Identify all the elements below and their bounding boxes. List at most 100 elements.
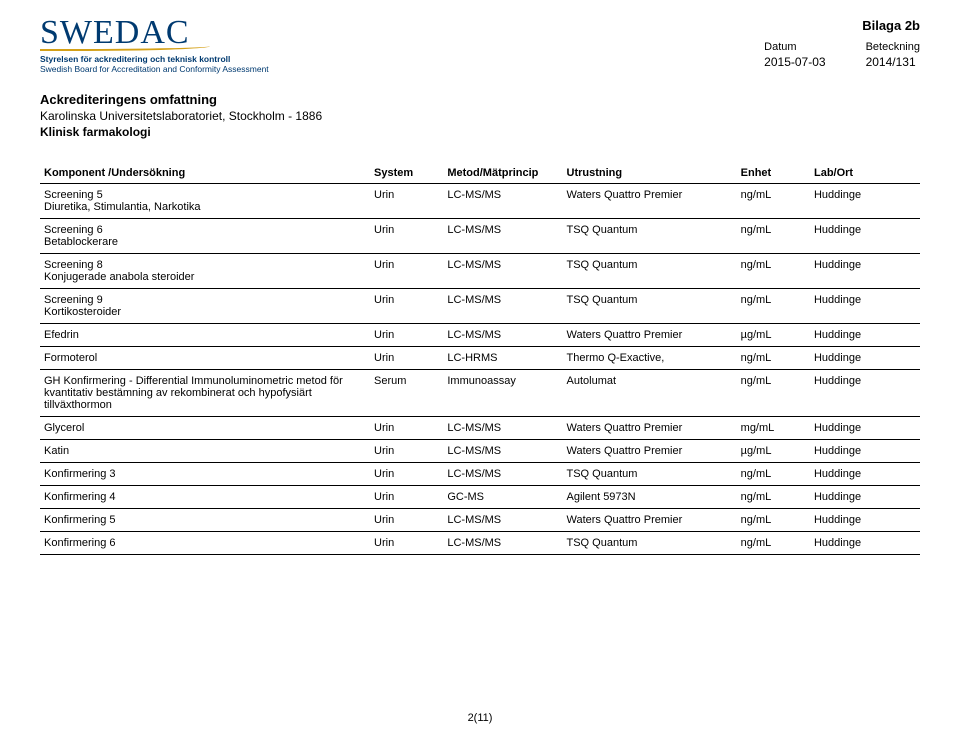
- komponent-name: Glycerol: [44, 422, 84, 434]
- cell-labort: Huddinge: [810, 439, 920, 462]
- col-header-labort: Lab/Ort: [810, 163, 920, 184]
- beteckning-label: Beteckning: [866, 41, 920, 53]
- table-row: EfedrinUrinLC-MS/MSWaters Quattro Premie…: [40, 323, 920, 346]
- cell-system: Urin: [370, 416, 443, 439]
- cell-komponent: GH Konfirmering - Differential Immunolum…: [40, 369, 370, 416]
- cell-komponent: Formoterol: [40, 346, 370, 369]
- beteckning-value: 2014/131: [866, 55, 920, 69]
- cell-utrustning: TSQ Quantum: [563, 253, 737, 288]
- cell-labort: Huddinge: [810, 485, 920, 508]
- cell-system: Urin: [370, 253, 443, 288]
- table-body: Screening 5Diuretika, Stimulantia, Narko…: [40, 183, 920, 554]
- cell-system: Urin: [370, 439, 443, 462]
- cell-metod: LC-MS/MS: [443, 253, 562, 288]
- komponent-name: Efedrin: [44, 329, 79, 341]
- table-row: FormoterolUrinLC-HRMSThermo Q-Exactive,n…: [40, 346, 920, 369]
- cell-enhet: ng/mL: [737, 346, 810, 369]
- cell-utrustning: TSQ Quantum: [563, 288, 737, 323]
- table-row: Glycerol UrinLC-MS/MSWaters Quattro Premi…: [40, 416, 920, 439]
- cell-komponent: Konfirmering 5: [40, 508, 370, 531]
- cell-system: Urin: [370, 485, 443, 508]
- cell-metod: LC-MS/MS: [443, 531, 562, 554]
- cell-enhet: ng/mL: [737, 462, 810, 485]
- logo-block: SWEDAC Styrelsen för ackreditering och t…: [40, 18, 269, 74]
- komponent-sub: Konjugerade anabola steroider: [44, 271, 364, 283]
- komponent-sub: Betablockerare: [44, 236, 364, 248]
- cell-system: Urin: [370, 346, 443, 369]
- col-header-utrustning: Utrustning: [563, 163, 737, 184]
- table-row: Konfirmering 6UrinLC-MS/MSTSQ Quantumng/…: [40, 531, 920, 554]
- cell-utrustning: TSQ Quantum: [563, 531, 737, 554]
- cell-utrustning: Waters Quattro Premier: [563, 323, 737, 346]
- table-row: Konfirmering 4UrinGC-MSAgilent 5973Nng/m…: [40, 485, 920, 508]
- cell-labort: Huddinge: [810, 508, 920, 531]
- doc-subtitle-2: Klinisk farmakologi: [40, 125, 920, 139]
- cell-labort: Huddinge: [810, 323, 920, 346]
- cell-enhet: µg/mL: [737, 323, 810, 346]
- cell-komponent: Screening 6Betablockerare: [40, 218, 370, 253]
- komponent-sub: Diuretika, Stimulantia, Narkotika: [44, 201, 364, 213]
- cell-metod: LC-MS/MS: [443, 218, 562, 253]
- cell-system: Urin: [370, 531, 443, 554]
- komponent-name: Screening 6: [44, 224, 103, 236]
- cell-utrustning: Waters Quattro Premier: [563, 183, 737, 218]
- cell-utrustning: Waters Quattro Premier: [563, 416, 737, 439]
- cell-system: Urin: [370, 183, 443, 218]
- cell-enhet: ng/mL: [737, 218, 810, 253]
- cell-komponent: Screening 5Diuretika, Stimulantia, Narko…: [40, 183, 370, 218]
- table-head: Komponent /Undersökning System Metod/Mät…: [40, 163, 920, 184]
- cell-metod: LC-MS/MS: [443, 183, 562, 218]
- cell-labort: Huddinge: [810, 183, 920, 218]
- komponent-name: GH Konfirmering - Differential Immunolum…: [44, 375, 343, 411]
- cell-utrustning: TSQ Quantum: [563, 218, 737, 253]
- col-header-metod: Metod/Mätprincip: [443, 163, 562, 184]
- cell-metod: LC-HRMS: [443, 346, 562, 369]
- logo-tagline-2: Swedish Board for Accreditation and Conf…: [40, 64, 269, 74]
- table-row: Screening 5Diuretika, Stimulantia, Narko…: [40, 183, 920, 218]
- cell-metod: LC-MS/MS: [443, 416, 562, 439]
- datum-col: Datum 2015-07-03: [764, 41, 825, 69]
- table-row: Konfirmering 3UrinLC-MS/MSTSQ Quantumng/…: [40, 462, 920, 485]
- cell-utrustning: Waters Quattro Premier: [563, 508, 737, 531]
- cell-komponent: Efedrin: [40, 323, 370, 346]
- page-number: 2(11): [0, 712, 960, 724]
- cell-system: Urin: [370, 462, 443, 485]
- page-header: SWEDAC Styrelsen för ackreditering och t…: [40, 18, 920, 74]
- table-row: GH Konfirmering - Differential Immunolum…: [40, 369, 920, 416]
- cell-utrustning: Waters Quattro Premier: [563, 439, 737, 462]
- table-row: Screening 6BetablockerareUrinLC-MS/MSTSQ…: [40, 218, 920, 253]
- cell-enhet: mg/mL: [737, 416, 810, 439]
- cell-utrustning: Thermo Q-Exactive,: [563, 346, 737, 369]
- cell-enhet: ng/mL: [737, 288, 810, 323]
- cell-labort: Huddinge: [810, 288, 920, 323]
- cell-komponent: Screening 8Konjugerade anabola steroider: [40, 253, 370, 288]
- cell-enhet: ng/mL: [737, 369, 810, 416]
- cell-enhet: µg/mL: [737, 439, 810, 462]
- cell-enhet: ng/mL: [737, 485, 810, 508]
- komponent-name: Screening 8: [44, 259, 103, 271]
- cell-enhet: ng/mL: [737, 508, 810, 531]
- cell-metod: LC-MS/MS: [443, 462, 562, 485]
- cell-metod: LC-MS/MS: [443, 508, 562, 531]
- cell-komponent: Konfirmering 6: [40, 531, 370, 554]
- data-table: Komponent /Undersökning System Metod/Mät…: [40, 163, 920, 555]
- cell-metod: LC-MS/MS: [443, 439, 562, 462]
- cell-labort: Huddinge: [810, 462, 920, 485]
- cell-labort: Huddinge: [810, 253, 920, 288]
- cell-komponent: Katin: [40, 439, 370, 462]
- cell-metod: LC-MS/MS: [443, 323, 562, 346]
- cell-enhet: ng/mL: [737, 253, 810, 288]
- cell-labort: Huddinge: [810, 346, 920, 369]
- cell-komponent: Screening 9Kortikosteroider: [40, 288, 370, 323]
- komponent-name: Screening 5: [44, 189, 103, 201]
- cell-enhet: ng/mL: [737, 183, 810, 218]
- datum-value: 2015-07-03: [764, 55, 825, 69]
- cell-system: Serum: [370, 369, 443, 416]
- table-row: Screening 8Konjugerade anabola steroider…: [40, 253, 920, 288]
- bilaga-label: Bilaga 2b: [764, 18, 920, 33]
- cell-labort: Huddinge: [810, 369, 920, 416]
- komponent-name: Screening 9: [44, 294, 103, 306]
- cell-utrustning: TSQ Quantum: [563, 462, 737, 485]
- cell-system: Urin: [370, 218, 443, 253]
- cell-komponent: Konfirmering 3: [40, 462, 370, 485]
